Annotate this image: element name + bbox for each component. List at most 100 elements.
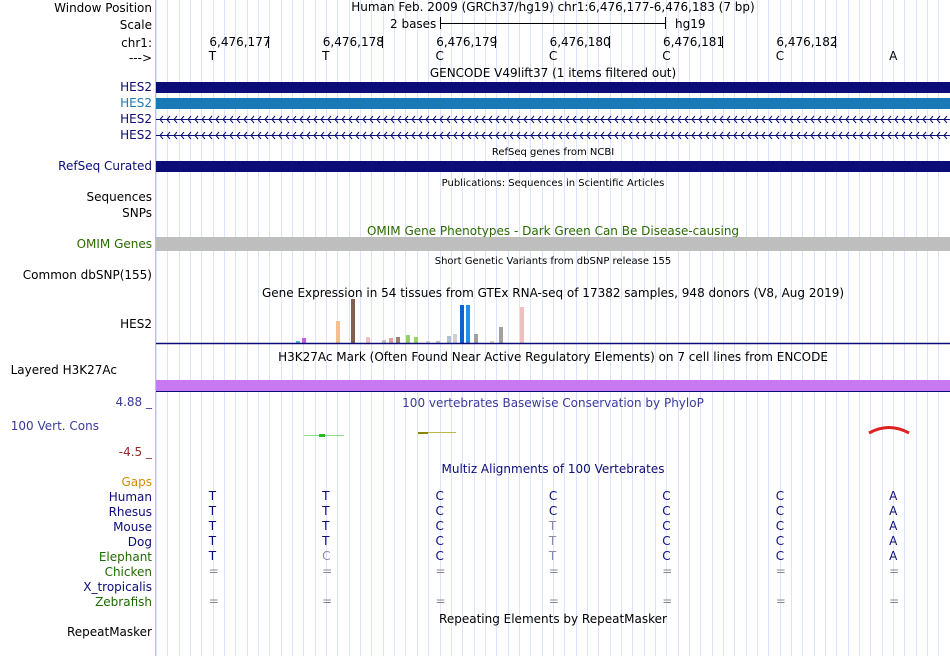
gene-label-hes2-1[interactable]: HES2 bbox=[120, 80, 152, 94]
intron-arrow bbox=[292, 131, 297, 140]
intron-arrow bbox=[355, 131, 360, 140]
intron-arrow bbox=[509, 115, 514, 124]
gtex-track-label[interactable]: HES2 bbox=[120, 317, 152, 331]
sequences-track-label[interactable]: Sequences bbox=[86, 190, 152, 204]
species-label[interactable]: Elephant bbox=[98, 550, 152, 564]
intron-arrow bbox=[292, 115, 297, 124]
intron-arrow bbox=[915, 115, 920, 124]
intron-arrow bbox=[628, 131, 633, 140]
species-label[interactable]: Human bbox=[108, 490, 152, 504]
intron-arrow bbox=[838, 115, 843, 124]
phylop-conservation-graph[interactable] bbox=[156, 420, 950, 440]
intron-arrow bbox=[859, 131, 864, 140]
ruler-position-label: 6,476,181 bbox=[663, 35, 725, 49]
h3k27ac-track-label[interactable]: Layered H3K27Ac bbox=[10, 363, 117, 377]
intron-arrow bbox=[467, 131, 472, 140]
intron-arrow bbox=[593, 115, 598, 124]
ruler-tick bbox=[835, 36, 837, 48]
species-label[interactable]: Mouse bbox=[113, 520, 152, 534]
intron-arrow bbox=[306, 131, 311, 140]
intron-arrow bbox=[467, 115, 472, 124]
intron-arrow bbox=[551, 115, 556, 124]
gene-label-hes2-2[interactable]: HES2 bbox=[120, 96, 152, 110]
intron-arrow bbox=[768, 131, 773, 140]
alignment-base: T bbox=[548, 519, 557, 533]
alignment-base: = bbox=[662, 564, 673, 578]
intron-arrow bbox=[649, 131, 654, 140]
repeatmasker-track-label[interactable]: RepeatMasker bbox=[66, 625, 152, 639]
conservation-track-label[interactable]: 100 Vert. Cons bbox=[10, 419, 99, 433]
h3k27ac-signal-bar[interactable] bbox=[156, 380, 950, 391]
gene-bar-hes2-1[interactable] bbox=[156, 82, 950, 93]
refseq-track-label[interactable]: RefSeq Curated bbox=[58, 159, 152, 173]
gridline bbox=[723, 0, 724, 656]
intron-arrow bbox=[453, 115, 458, 124]
species-label[interactable]: X_tropicalis bbox=[83, 580, 152, 594]
dbsnp-track-label[interactable]: Common dbSNP(155) bbox=[22, 268, 152, 282]
alignment-base: C bbox=[548, 489, 558, 503]
gridline bbox=[213, 0, 214, 656]
intron-arrow bbox=[166, 115, 171, 124]
intron-arrow bbox=[285, 131, 290, 140]
alignment-base: = bbox=[322, 594, 333, 608]
intron-arrow bbox=[397, 131, 402, 140]
alignment-base: T bbox=[322, 489, 330, 503]
gridline bbox=[428, 0, 429, 656]
intron-arrow bbox=[502, 131, 507, 140]
omim-track-label[interactable]: OMIM Genes bbox=[76, 237, 152, 251]
intron-arrow bbox=[362, 131, 367, 140]
intron-arrow bbox=[320, 115, 325, 124]
ruler-position-label: 6,476,180 bbox=[549, 35, 611, 49]
intron-arrow bbox=[719, 115, 724, 124]
intron-arrow bbox=[600, 131, 605, 140]
snps-track-label[interactable]: SNPs bbox=[122, 206, 152, 220]
alignment-base: C bbox=[775, 549, 785, 563]
intron-arrow bbox=[439, 131, 444, 140]
species-label[interactable]: Chicken bbox=[104, 565, 152, 579]
alignment-base: C bbox=[662, 549, 671, 563]
intron-arrow bbox=[257, 131, 262, 140]
gtex-tissue-bar bbox=[396, 337, 400, 343]
track-label-column: Window Position Scale chr1: ---> HES2 HE… bbox=[0, 0, 155, 656]
species-label[interactable]: Dog bbox=[127, 535, 152, 549]
ruler-position-label: 6,476,178 bbox=[322, 35, 384, 49]
intron-arrow bbox=[348, 115, 353, 124]
gridline bbox=[167, 0, 168, 656]
gene-bar-hes2-2[interactable] bbox=[156, 98, 950, 109]
gridline bbox=[757, 0, 758, 656]
gene-intron-hes2-4[interactable] bbox=[156, 130, 950, 141]
species-label[interactable]: Zebrafish bbox=[95, 595, 152, 609]
intron-arrow bbox=[544, 115, 549, 124]
intron-arrow bbox=[796, 131, 801, 140]
intron-arrow bbox=[621, 115, 626, 124]
gridline bbox=[746, 0, 747, 656]
intron-arrow bbox=[866, 115, 871, 124]
intron-arrow bbox=[719, 131, 724, 140]
browser-track-area[interactable]: Human Feb. 2009 (GRCh37/hg19) chr1:6,476… bbox=[156, 0, 950, 656]
gtex-expression-graph[interactable] bbox=[156, 298, 950, 346]
reference-base: C bbox=[548, 49, 558, 63]
gene-label-hes2-3[interactable]: HES2 bbox=[120, 112, 152, 126]
omim-gene-bar[interactable] bbox=[156, 237, 950, 251]
species-label[interactable]: Rhesus bbox=[108, 505, 152, 519]
intron-arrow bbox=[740, 131, 745, 140]
gridline bbox=[360, 0, 361, 656]
intron-arrow bbox=[831, 115, 836, 124]
intron-arrow bbox=[516, 131, 521, 140]
gene-label-hes2-4[interactable]: HES2 bbox=[120, 128, 152, 142]
gridline bbox=[825, 0, 826, 656]
intron-arrow bbox=[418, 115, 423, 124]
intron-arrow bbox=[369, 131, 374, 140]
intron-arrow bbox=[894, 131, 899, 140]
intron-arrow bbox=[551, 131, 556, 140]
gridline bbox=[315, 0, 316, 656]
gridline bbox=[417, 0, 418, 656]
intron-arrow bbox=[824, 115, 829, 124]
gene-intron-hes2-3[interactable] bbox=[156, 114, 950, 125]
alignment-base: A bbox=[889, 519, 898, 533]
intron-arrow bbox=[418, 131, 423, 140]
intron-arrow bbox=[229, 115, 234, 124]
intron-arrow bbox=[572, 131, 577, 140]
refseq-gene-bar[interactable] bbox=[156, 161, 950, 172]
gtex-tissue-bar bbox=[436, 341, 440, 343]
